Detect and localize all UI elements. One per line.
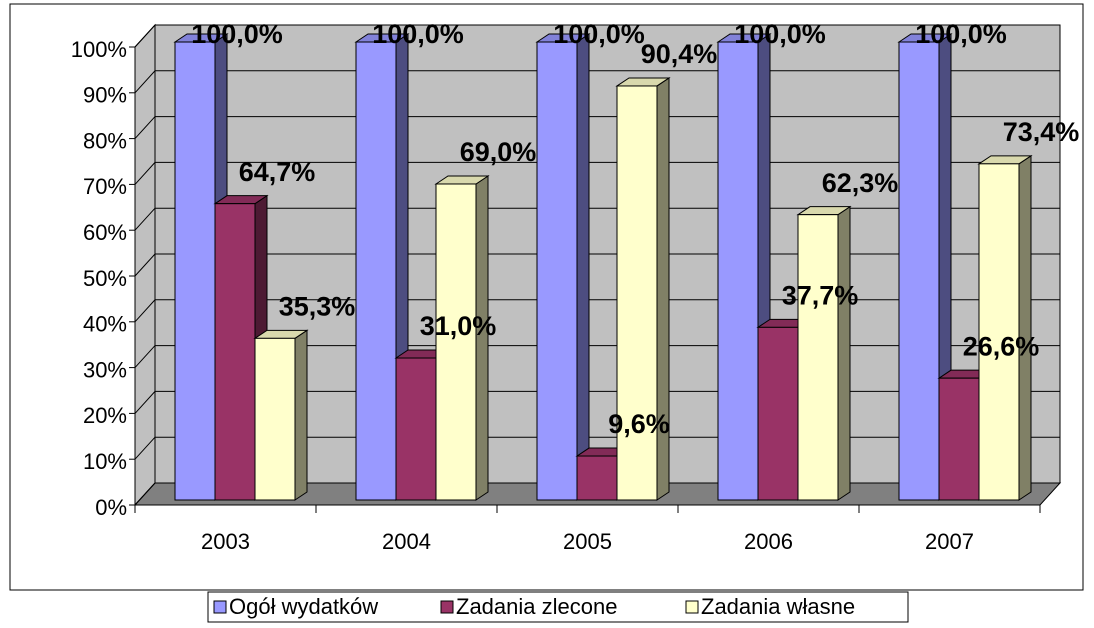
- value-label: 100,0%: [553, 19, 645, 49]
- bar-front: [395, 357, 437, 501]
- x-tick-label: 2006: [744, 529, 793, 554]
- value-label: 100,0%: [372, 19, 464, 49]
- y-tick-label: 90%: [83, 83, 127, 108]
- x-tick-label: 2003: [201, 529, 250, 554]
- bar-side: [1018, 154, 1032, 501]
- bar-front: [938, 377, 980, 501]
- bar-front: [616, 85, 658, 501]
- legend-label: Zadania własne: [701, 594, 855, 619]
- y-tick-label: 80%: [83, 128, 127, 153]
- y-tick-label: 100%: [71, 37, 127, 62]
- y-tick-label: 60%: [83, 220, 127, 245]
- bar: [977, 154, 1033, 501]
- y-tick-label: 50%: [83, 266, 127, 291]
- x-tick-label: 2004: [382, 529, 431, 554]
- bar: [535, 33, 591, 501]
- value-label: 62,3%: [822, 168, 899, 198]
- bar: [897, 33, 953, 501]
- value-label: 100,0%: [191, 19, 283, 49]
- grid-line: [134, 24, 1060, 48]
- value-label: 69,0%: [460, 137, 537, 167]
- legend-swatch: [213, 600, 227, 614]
- value-label: 100,0%: [734, 19, 826, 49]
- bar-side: [294, 329, 308, 501]
- y-tick-label: 20%: [83, 403, 127, 428]
- bar-front: [254, 337, 296, 501]
- bar-front: [978, 163, 1020, 501]
- legend-swatch: [440, 600, 454, 614]
- bar-side: [576, 33, 590, 501]
- bar: [796, 205, 852, 501]
- y-tick-label: 10%: [83, 449, 127, 474]
- bar-front: [536, 41, 578, 501]
- bar-front: [757, 326, 799, 501]
- bar-front: [355, 41, 397, 501]
- legend-label: Zadania zlecone: [456, 594, 617, 619]
- x-tick-label: 2005: [563, 529, 612, 554]
- value-label: 9,6%: [608, 409, 670, 439]
- bar: [434, 175, 490, 501]
- value-label: 100,0%: [915, 19, 1007, 49]
- y-tick-label: 30%: [83, 357, 127, 382]
- value-label: 73,4%: [1003, 117, 1080, 147]
- legend-box: [207, 591, 909, 623]
- value-label: 26,6%: [963, 331, 1040, 361]
- bar-front: [435, 183, 477, 501]
- legend-swatch: [685, 600, 699, 614]
- bar-front: [898, 41, 940, 501]
- legend-label: Ogół wydatków: [229, 594, 378, 619]
- value-label: 31,0%: [420, 311, 497, 341]
- bar-front: [174, 41, 216, 501]
- value-label: 37,7%: [782, 280, 859, 310]
- y-tick-label: 0%: [95, 495, 127, 520]
- bar-front: [797, 214, 839, 501]
- y-tick-label: 70%: [83, 174, 127, 199]
- bar: [615, 77, 671, 501]
- bar-side: [837, 205, 851, 501]
- y-tick-label: 40%: [83, 312, 127, 337]
- bar-front: [717, 41, 759, 501]
- x-tick-label: 2007: [925, 529, 974, 554]
- bar: [253, 329, 309, 501]
- value-label: 35,3%: [279, 291, 356, 321]
- value-label: 64,7%: [239, 157, 316, 187]
- value-label: 90,4%: [641, 39, 718, 69]
- bar-front: [214, 203, 256, 501]
- bar-front: [576, 455, 618, 501]
